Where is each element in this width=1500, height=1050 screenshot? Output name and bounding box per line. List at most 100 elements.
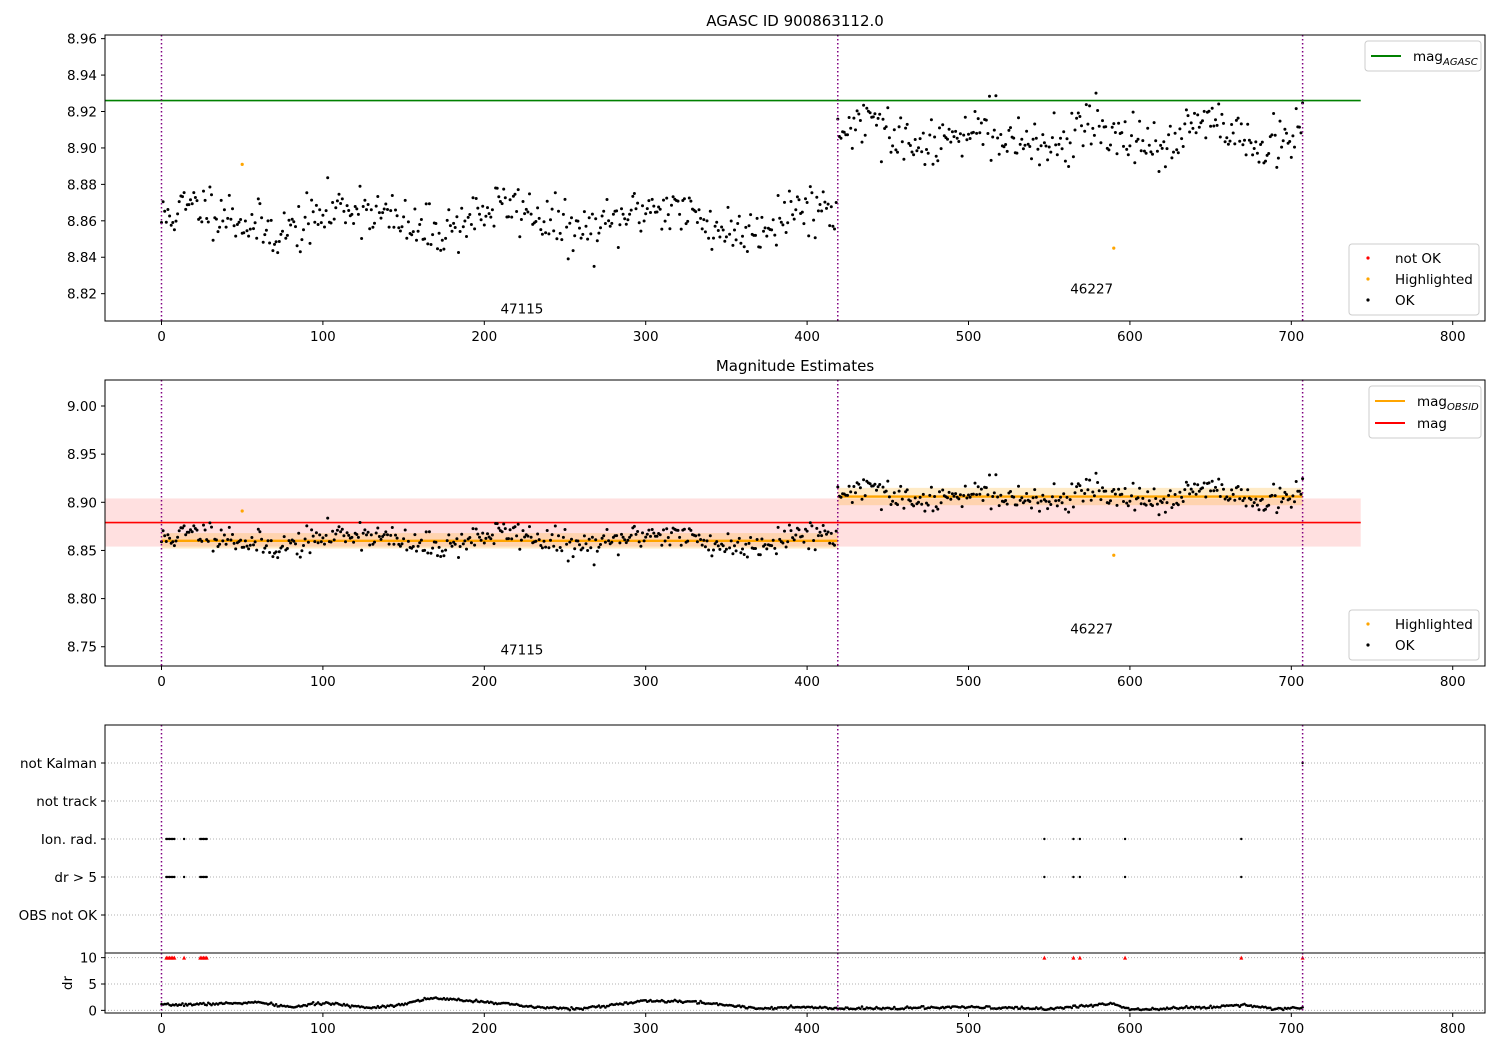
ok-point bbox=[597, 545, 601, 549]
ok-point bbox=[1128, 144, 1132, 148]
ok-point bbox=[904, 126, 908, 130]
ok-point bbox=[784, 545, 788, 549]
ok-point bbox=[1025, 492, 1029, 495]
ok-point bbox=[1251, 504, 1255, 508]
ok-point bbox=[216, 545, 220, 548]
ok-point bbox=[834, 529, 838, 533]
ok-point bbox=[168, 536, 172, 540]
ok-point bbox=[1020, 496, 1024, 500]
x-tick-label: 300 bbox=[633, 674, 659, 690]
ok-point bbox=[941, 123, 945, 127]
ok-point bbox=[1130, 134, 1133, 138]
dr-point bbox=[311, 1001, 315, 1004]
ok-point bbox=[749, 536, 753, 539]
ok-point bbox=[1071, 505, 1075, 509]
ok-point bbox=[206, 220, 210, 224]
ok-point bbox=[1184, 108, 1188, 112]
ok-point bbox=[1004, 499, 1008, 502]
ok-point bbox=[287, 218, 291, 222]
ok-point bbox=[195, 528, 199, 532]
ok-point bbox=[1142, 149, 1146, 153]
ok-point bbox=[600, 536, 604, 540]
ok-point bbox=[200, 220, 204, 224]
ok-point bbox=[1080, 124, 1083, 128]
dr-point bbox=[694, 999, 697, 1003]
y-tick-label: 8.94 bbox=[67, 68, 97, 84]
ok-point bbox=[398, 544, 402, 548]
ok-point bbox=[1109, 143, 1112, 147]
ok-point bbox=[1131, 481, 1135, 485]
ok-point bbox=[1117, 487, 1121, 491]
ok-point bbox=[868, 482, 872, 486]
ok-point bbox=[737, 214, 741, 218]
flag-row-label: dr > 5 bbox=[54, 870, 97, 886]
ok-point bbox=[650, 528, 654, 531]
ok-point bbox=[447, 533, 451, 537]
ok-point bbox=[1275, 511, 1279, 515]
dr-point bbox=[1127, 1006, 1130, 1010]
ok-point bbox=[1099, 498, 1103, 502]
ok-point bbox=[968, 137, 972, 140]
ok-point bbox=[645, 532, 649, 536]
ok-point bbox=[174, 539, 178, 543]
ok-point bbox=[639, 229, 643, 233]
ok-point bbox=[1281, 139, 1285, 143]
ok-point bbox=[783, 200, 786, 204]
flag-point bbox=[1043, 837, 1046, 841]
y-tick-label: 8.90 bbox=[67, 495, 97, 511]
ok-point bbox=[256, 197, 260, 201]
ok-point bbox=[599, 543, 602, 546]
ok-point bbox=[542, 220, 546, 224]
ok-point bbox=[1173, 131, 1177, 135]
ok-point bbox=[219, 528, 223, 532]
ok-point bbox=[616, 246, 620, 249]
ok-point bbox=[361, 531, 365, 535]
ok-point bbox=[976, 485, 980, 489]
ok-point bbox=[553, 524, 557, 528]
ok-point bbox=[913, 496, 917, 500]
ok-point bbox=[555, 237, 559, 241]
ok-point bbox=[971, 130, 975, 134]
ok-point bbox=[363, 528, 367, 532]
ok-point bbox=[344, 221, 347, 225]
ok-point bbox=[281, 229, 284, 233]
ok-point bbox=[679, 227, 683, 231]
ok-point bbox=[440, 549, 444, 553]
ok-point bbox=[1297, 489, 1301, 493]
ok-point bbox=[1138, 119, 1142, 123]
ok-point bbox=[1191, 490, 1195, 494]
ok-point bbox=[1083, 492, 1087, 495]
ok-point bbox=[376, 195, 380, 198]
legend-dot-swatch bbox=[1366, 643, 1370, 647]
ok-point bbox=[350, 535, 354, 539]
ok-point bbox=[1202, 481, 1206, 485]
ok-point bbox=[536, 206, 540, 210]
ok-point bbox=[360, 237, 364, 240]
ok-point bbox=[563, 528, 567, 531]
ok-point bbox=[263, 546, 267, 550]
ok-point bbox=[389, 533, 393, 537]
chart-title: Magnitude Estimates bbox=[716, 357, 874, 375]
ok-point bbox=[820, 209, 824, 213]
ok-point bbox=[1222, 487, 1225, 491]
ok-point bbox=[277, 240, 281, 243]
ok-point bbox=[928, 493, 932, 497]
ok-point bbox=[923, 163, 927, 166]
ok-point bbox=[979, 487, 983, 491]
ok-point bbox=[607, 219, 611, 223]
ok-point bbox=[802, 222, 806, 226]
ok-point bbox=[881, 485, 885, 489]
ok-point bbox=[189, 528, 192, 532]
ok-point bbox=[1141, 496, 1145, 500]
ok-point bbox=[1033, 488, 1037, 492]
ok-point bbox=[699, 538, 703, 541]
ok-point bbox=[190, 530, 194, 534]
ok-point bbox=[644, 535, 648, 539]
ok-point bbox=[1176, 151, 1180, 155]
ok-point bbox=[1122, 144, 1125, 148]
flag-point bbox=[1123, 837, 1127, 841]
ok-point bbox=[1154, 139, 1158, 143]
ok-point bbox=[323, 225, 326, 229]
ok-point bbox=[1272, 112, 1276, 115]
ok-point bbox=[316, 223, 320, 226]
